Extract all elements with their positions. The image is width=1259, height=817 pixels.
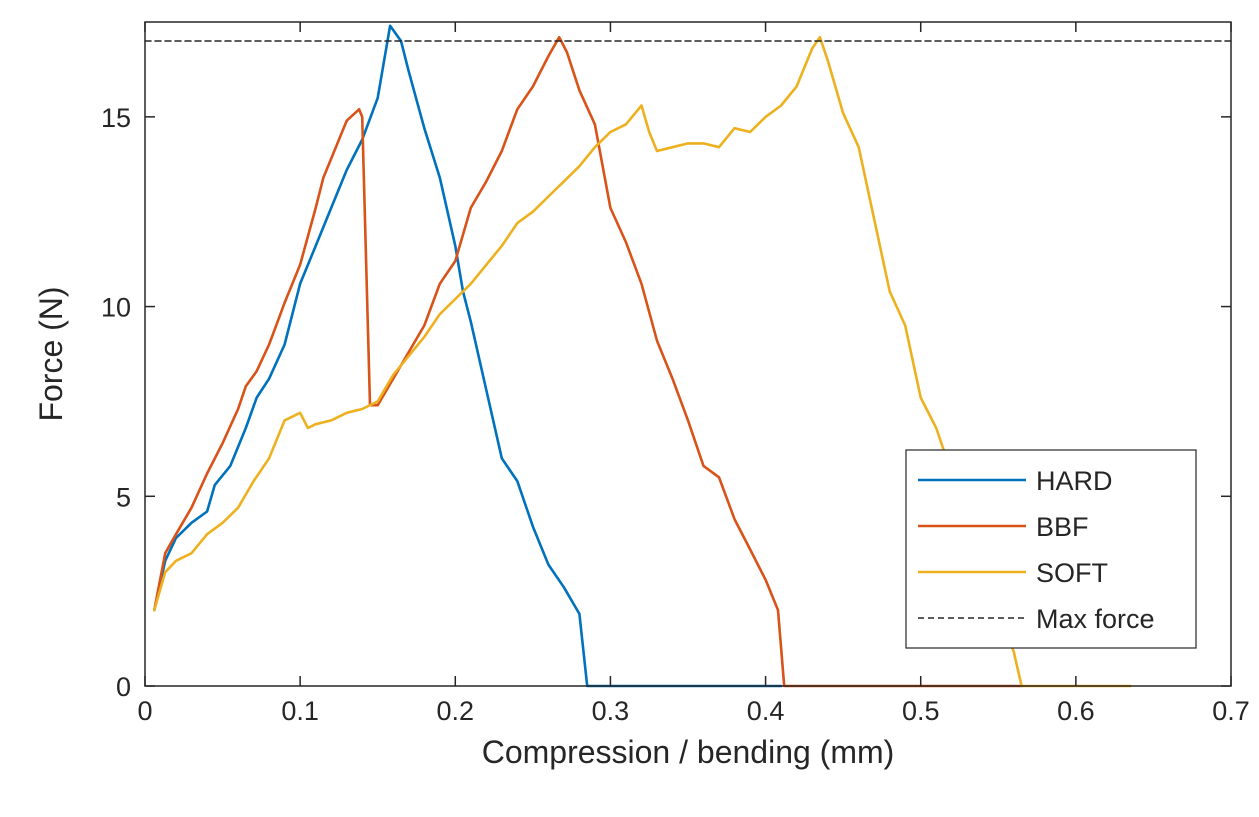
y-axis-ticks: 0 5 10 15 [101,103,1231,702]
x-tick-label: 0 [137,696,152,726]
y-tick-label: 5 [116,482,131,512]
legend-label-bbf: BBF [1036,512,1089,542]
x-axis-label: Compression / bending (mm) [482,734,895,770]
x-tick-label: 0.7 [1212,696,1250,726]
x-tick-label: 0.1 [281,696,319,726]
plot-area [144,24,1232,688]
y-tick-label: 15 [101,103,131,133]
series-line-bbf [153,35,1023,688]
legend: HARD BBF SOFT Max force [905,449,1197,649]
legend-label-hard: HARD [1036,466,1113,496]
legend-label-soft: SOFT [1036,558,1108,588]
x-tick-label: 0.2 [437,696,475,726]
x-tick-label: 0.3 [592,696,630,726]
x-tick-label: 0.4 [747,696,785,726]
series-line-soft [153,35,1132,688]
axes-frame [144,21,1232,687]
y-tick-label: 10 [101,293,131,323]
x-tick-label: 0.6 [1057,696,1095,726]
y-axis-label: Force (N) [33,286,69,421]
x-axis-ticks: 0 0.1 0.2 0.3 0.4 0.5 0.6 0.7 [137,22,1250,726]
legend-label-max-force: Max force [1036,604,1155,634]
legend-box [905,449,1197,649]
y-tick-label: 0 [116,672,131,702]
x-tick-label: 0.5 [902,696,940,726]
series-line-hard [153,24,783,688]
